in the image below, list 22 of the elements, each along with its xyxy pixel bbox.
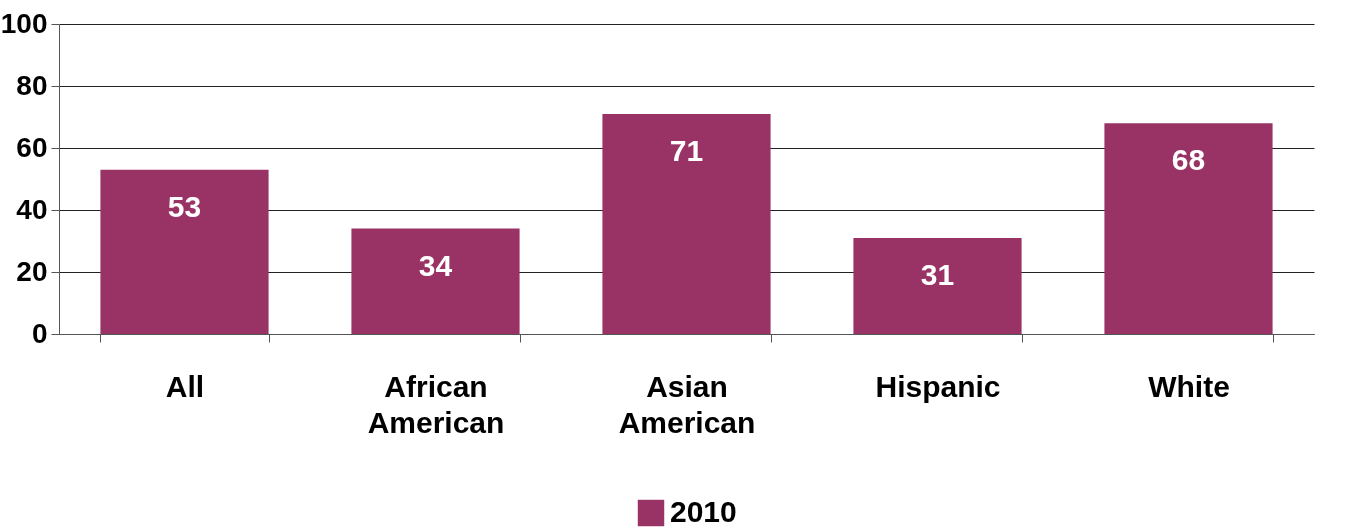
x-tick-label: African American	[367, 369, 505, 439]
y-tick-label: 0	[31, 317, 48, 349]
bar	[100, 169, 269, 334]
x-tick-label: Hispanic	[875, 369, 1001, 403]
bar	[351, 228, 520, 334]
legend-label: 2010	[670, 495, 737, 528]
data-label: 71	[669, 133, 704, 167]
y-tick-label: 40	[16, 193, 48, 225]
bar	[853, 237, 1022, 334]
data-label: 53	[167, 189, 202, 223]
data-label: 34	[418, 248, 453, 282]
bar	[1104, 123, 1273, 334]
y-tick-label: 100	[0, 7, 48, 39]
y-tick-label: 60	[16, 131, 48, 163]
x-tick-label: All	[165, 369, 205, 403]
y-tick-label: 80	[16, 69, 48, 101]
data-label: 68	[1171, 143, 1206, 177]
y-tick-label: 20	[16, 255, 48, 287]
x-tick-label: White	[1148, 369, 1230, 403]
bar	[602, 113, 771, 334]
data-label: 31	[920, 257, 955, 291]
x-tick-label: Asian American	[618, 369, 756, 439]
